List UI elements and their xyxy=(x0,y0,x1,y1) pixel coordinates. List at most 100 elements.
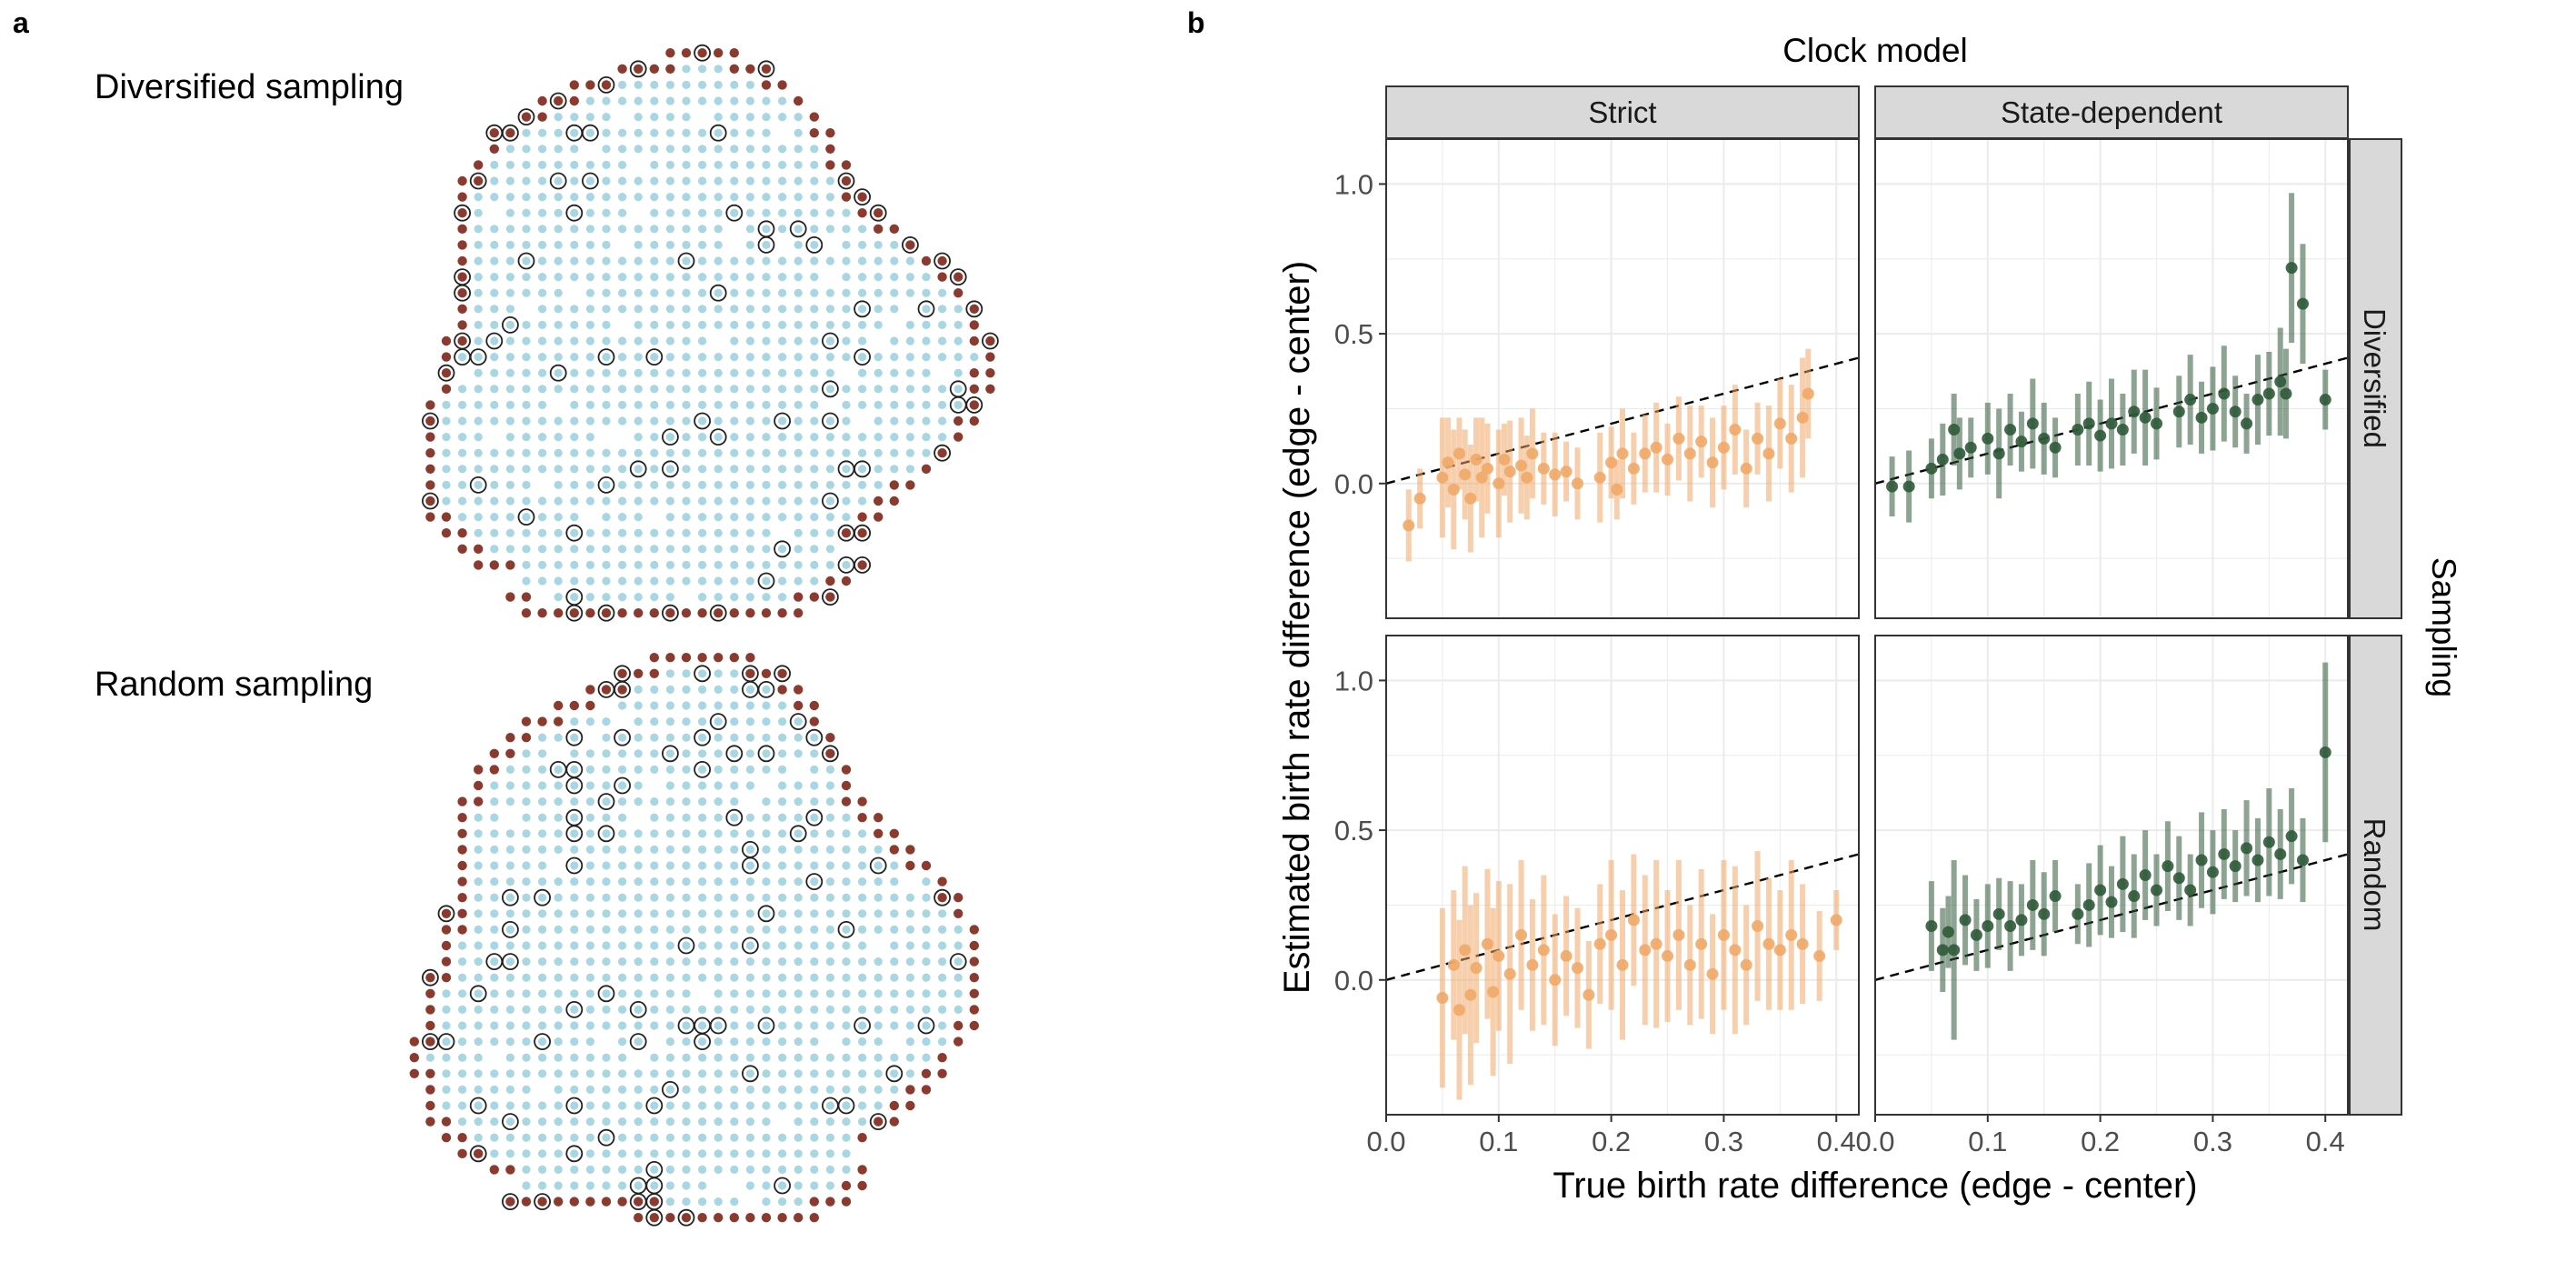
center-cell xyxy=(810,448,819,457)
edge-cell xyxy=(841,796,852,806)
center-cell xyxy=(665,353,675,362)
sampled-cell-ring xyxy=(677,1208,695,1227)
center-cell xyxy=(745,353,755,362)
center-cell xyxy=(682,941,691,950)
sampled-cell-ring xyxy=(805,873,824,890)
edge-cell xyxy=(457,192,467,202)
x-tick-label: 0.4 xyxy=(1817,1126,1856,1157)
center-cell xyxy=(905,909,915,918)
center-cell xyxy=(730,545,739,554)
center-cell xyxy=(810,160,819,169)
sampled-cell-ring xyxy=(517,508,535,526)
center-cell xyxy=(890,416,899,426)
center-cell xyxy=(650,1149,659,1158)
center-cell xyxy=(602,989,611,998)
center-cell xyxy=(858,1021,867,1030)
center-cell xyxy=(745,989,755,998)
y-tick-label: 0.5 xyxy=(1334,815,1373,846)
center-cell xyxy=(585,829,595,838)
edge-cell xyxy=(905,1100,915,1111)
center-cell xyxy=(810,781,819,790)
center-cell xyxy=(825,416,835,426)
center-cell xyxy=(714,560,723,570)
center-cell xyxy=(682,305,691,314)
center-cell xyxy=(650,1085,659,1094)
center-cell xyxy=(538,893,547,902)
center-cell xyxy=(698,256,707,265)
data-point xyxy=(2252,854,2264,866)
center-cell xyxy=(602,256,611,265)
center-cell xyxy=(714,225,723,234)
edge-cell xyxy=(474,160,484,170)
center-cell xyxy=(778,1165,787,1174)
center-cell xyxy=(730,480,739,490)
center-cell xyxy=(842,989,851,998)
edge-cell xyxy=(857,1133,867,1143)
center-cell xyxy=(474,528,483,537)
center-cell xyxy=(634,288,643,297)
center-cell xyxy=(602,1149,611,1158)
sampled-cell-ring xyxy=(565,524,584,542)
center-cell xyxy=(538,416,547,426)
center-cell xyxy=(505,320,515,329)
center-cell xyxy=(682,240,691,249)
center-cell xyxy=(922,273,931,282)
edge-cell xyxy=(809,700,819,711)
center-cell xyxy=(905,336,915,346)
center-cell xyxy=(714,813,723,822)
center-cell xyxy=(474,208,483,217)
edge-cell xyxy=(794,95,804,106)
center-cell xyxy=(618,781,627,790)
center-cell xyxy=(618,1101,627,1110)
center-cell xyxy=(538,765,547,775)
edge-cell xyxy=(985,352,995,362)
center-cell xyxy=(665,320,675,329)
center-cell xyxy=(762,861,771,870)
center-cell xyxy=(618,416,627,426)
center-cell xyxy=(490,353,499,362)
center-cell xyxy=(650,96,659,105)
center-cell xyxy=(730,465,739,474)
center-cell xyxy=(842,400,851,409)
center-cell xyxy=(698,1117,707,1127)
edge-cell xyxy=(857,192,867,202)
center-cell xyxy=(570,128,579,137)
edge-cell xyxy=(474,544,484,554)
edge-cell xyxy=(969,416,980,426)
edge-cell xyxy=(601,685,612,695)
center-cell xyxy=(858,1005,867,1014)
edge-cell xyxy=(825,576,835,586)
center-cell xyxy=(698,193,707,202)
center-cell xyxy=(554,576,563,586)
edge-cell xyxy=(697,48,707,58)
edge-cell xyxy=(554,608,564,618)
center-cell xyxy=(954,1005,963,1014)
center-cell xyxy=(490,273,499,282)
center-cell xyxy=(714,861,723,870)
center-cell xyxy=(682,765,691,775)
center-cell xyxy=(730,909,739,918)
center-cell xyxy=(505,1133,515,1142)
center-cell xyxy=(698,973,707,982)
center-cell xyxy=(442,448,451,457)
data-point xyxy=(2038,432,2051,445)
center-cell xyxy=(474,465,483,474)
edge-cell xyxy=(649,64,659,75)
center-cell xyxy=(794,733,803,742)
center-cell xyxy=(762,1021,771,1030)
center-cell xyxy=(458,989,467,998)
center-cell xyxy=(794,909,803,918)
center-cell xyxy=(714,545,723,554)
center-cell xyxy=(634,733,643,742)
center-cell xyxy=(554,513,563,522)
center-cell xyxy=(618,480,627,490)
center-cell xyxy=(490,1117,499,1127)
center-cell xyxy=(538,973,547,982)
center-cell xyxy=(554,113,563,122)
edge-cell xyxy=(569,608,579,618)
center-cell xyxy=(794,336,803,346)
center-cell xyxy=(745,1149,755,1158)
center-cell xyxy=(650,989,659,998)
center-cell xyxy=(474,989,483,998)
sampled-cell-ring xyxy=(437,1033,455,1050)
